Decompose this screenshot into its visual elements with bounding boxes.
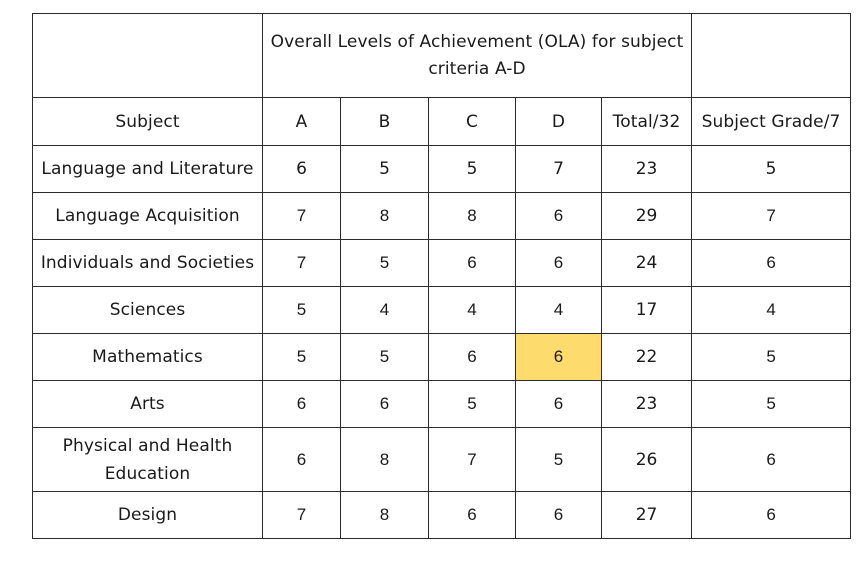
table-row: Mathematics 5 5 6 6 22 5	[32, 333, 852, 381]
total-score: 26	[600, 427, 693, 492]
score-a: 6	[262, 145, 341, 193]
total-score: 23	[600, 380, 693, 428]
ola-grades-table: Overall Levels of Achievement (OLA) for …	[32, 13, 852, 539]
subject-name: Arts	[32, 380, 263, 428]
score-a: 5	[262, 286, 341, 334]
table-row: Language Acquisition 7 8 8 6 29 7	[32, 192, 852, 240]
empty-title-grade-cell	[691, 13, 852, 98]
subject-name: Design	[32, 491, 263, 539]
score-c: 6	[428, 239, 516, 287]
score-d: 4	[515, 286, 602, 334]
score-b: 5	[340, 333, 429, 381]
header-subject: Subject	[32, 97, 263, 146]
subject-grade: 7	[691, 192, 852, 240]
score-c: 4	[428, 286, 516, 334]
subject-name: Mathematics	[32, 333, 263, 381]
score-c: 6	[428, 333, 516, 381]
subject-grade: 5	[691, 380, 852, 428]
score-b: 8	[340, 427, 429, 492]
subject-name: Language and Literature	[32, 145, 263, 193]
highlighted-score-d: 6	[515, 333, 602, 381]
subject-name: Individuals and Societies	[32, 239, 263, 287]
subject-grade: 4	[691, 286, 852, 334]
subject-grade: 6	[691, 427, 852, 492]
subject-grade: 5	[691, 145, 852, 193]
score-d: 6	[515, 491, 602, 539]
subject-grade: 5	[691, 333, 852, 381]
score-c: 5	[428, 380, 516, 428]
score-c: 7	[428, 427, 516, 492]
header-criterion-d: D	[515, 97, 602, 146]
table-row: Design 7 8 6 6 27 6	[32, 491, 852, 539]
total-score: 24	[600, 239, 693, 287]
score-b: 4	[340, 286, 429, 334]
table-row: Physical and Health Education 6 8 7 5 26…	[32, 427, 852, 492]
score-a: 6	[262, 427, 341, 492]
header-criterion-b: B	[340, 97, 429, 146]
table-row: Language and Literature 6 5 5 7 23 5	[32, 145, 852, 193]
total-score: 23	[600, 145, 693, 193]
score-c: 8	[428, 192, 516, 240]
empty-corner-cell	[32, 13, 263, 98]
score-c: 6	[428, 491, 516, 539]
score-b: 5	[340, 145, 429, 193]
score-d: 7	[515, 145, 602, 193]
subject-name-line-2: Education	[104, 463, 191, 484]
table-title-line-1: Overall Levels of Achievement (OLA) for …	[270, 31, 684, 52]
score-b: 8	[340, 192, 429, 240]
total-score: 27	[600, 491, 693, 539]
subject-name: Sciences	[32, 286, 263, 334]
score-c: 5	[428, 145, 516, 193]
score-b: 6	[340, 380, 429, 428]
subject-name-line-1: Physical and Health	[62, 435, 233, 456]
subject-name: Physical and Health Education	[32, 427, 263, 492]
total-score: 22	[600, 333, 693, 381]
header-total: Total/32	[600, 97, 693, 146]
subject-name: Language Acquisition	[32, 192, 263, 240]
title-row: Overall Levels of Achievement (OLA) for …	[32, 13, 852, 98]
score-a: 5	[262, 333, 341, 381]
score-d: 6	[515, 239, 602, 287]
score-a: 7	[262, 192, 341, 240]
header-criterion-a: A	[262, 97, 341, 146]
header-row: Subject A B C D Total/32 Subject Grade/7	[32, 97, 852, 146]
score-a: 7	[262, 491, 341, 539]
score-a: 7	[262, 239, 341, 287]
header-subject-grade: Subject Grade/7	[691, 97, 852, 146]
total-score: 29	[600, 192, 693, 240]
table-row: Sciences 5 4 4 4 17 4	[32, 286, 852, 334]
subject-grade: 6	[691, 491, 852, 539]
score-d: 6	[515, 380, 602, 428]
score-a: 6	[262, 380, 341, 428]
score-d: 6	[515, 192, 602, 240]
total-score: 17	[600, 286, 693, 334]
table-title: Overall Levels of Achievement (OLA) for …	[261, 13, 693, 98]
subject-grade: 6	[691, 239, 852, 287]
table-row: Individuals and Societies 7 5 6 6 24 6	[32, 239, 852, 287]
table-title-line-2: criteria A-D	[428, 58, 526, 79]
score-b: 8	[340, 491, 429, 539]
header-criterion-c: C	[428, 97, 516, 146]
score-b: 5	[340, 239, 429, 287]
table-row: Arts 6 6 5 6 23 5	[32, 380, 852, 428]
score-d: 5	[515, 427, 602, 492]
